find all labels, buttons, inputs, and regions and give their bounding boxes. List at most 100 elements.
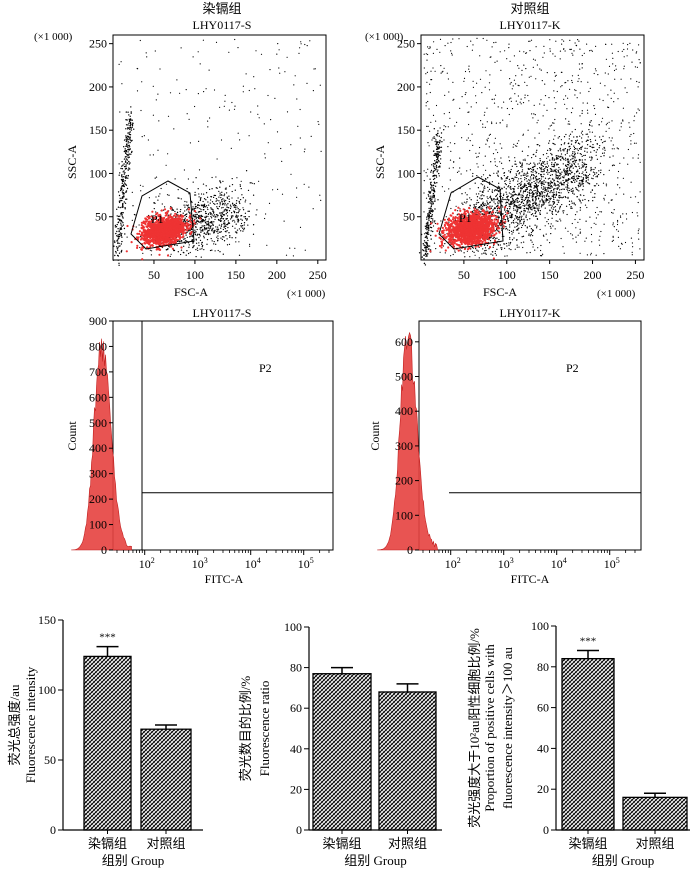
event-dot [447,42,449,44]
event-dot-gated [188,227,192,230]
event-dot [497,174,499,176]
event-dot [551,182,554,184]
event-dot [231,177,233,180]
event-dot [428,108,430,110]
event-dot [121,168,124,170]
event-dot [572,167,574,169]
event-dot [520,189,522,192]
event-dot [127,155,129,157]
event-dot-gated [155,248,158,251]
event-dot [473,205,475,207]
event-dot [118,262,120,264]
event-dot [207,223,209,225]
event-dot [207,201,209,203]
event-dot [202,200,204,203]
event-dot [198,193,200,195]
event-dot [120,228,123,230]
event-dot [554,72,556,74]
event-dot [439,139,441,142]
event-dot [526,195,528,197]
event-dot [528,200,531,202]
event-dot-gated [169,221,172,224]
event-dot [210,195,212,198]
event-dot [563,188,566,190]
event-dot [477,201,480,204]
event-dot [425,102,427,104]
event-dot [516,225,518,228]
event-dot-gated [167,217,170,220]
event-dot [118,242,120,245]
event-dot [613,226,615,228]
event-dot [224,204,226,206]
event-dot [537,190,539,193]
event-dot [532,198,534,200]
event-dot [554,75,557,77]
event-dot [121,249,123,251]
event-dot-gated [169,214,172,217]
event-dot [444,94,446,96]
x-tick-label: 150 [227,268,245,282]
event-dot [124,208,126,210]
event-dot [558,185,560,187]
event-dot [550,152,552,155]
event-dot [549,183,551,185]
event-dot [123,185,126,188]
event-dot [529,190,531,192]
event-dot [495,198,497,201]
event-dot [512,199,514,202]
event-dot [546,109,548,111]
event-dot [581,164,583,166]
event-dot [203,237,205,239]
x-scale-label: (×1 000) [287,288,326,300]
event-dot [590,191,592,193]
event-dot [294,75,296,77]
event-dot [235,202,238,204]
event-dot [489,205,491,207]
event-dot [212,232,215,234]
event-dot [577,184,580,187]
event-dot [544,207,546,209]
event-dot [428,218,430,220]
event-dot [508,248,510,250]
event-dot [126,187,129,190]
event-dot [463,252,465,254]
event-dot [619,129,621,131]
event-dot [543,169,545,171]
event-dot [554,185,557,187]
event-dot [506,208,509,210]
event-dot [576,148,578,150]
event-dot [184,240,187,242]
event-dot [460,250,463,252]
event-dot [230,147,232,149]
event-dot [535,199,537,201]
event-dot [581,110,583,112]
event-dot [511,215,513,217]
event-dot [216,229,218,231]
event-dot [122,206,124,208]
event-dot [204,221,207,223]
event-dot [472,250,474,252]
event-dot [566,188,568,190]
event-dot [551,217,553,219]
event-dot [173,128,175,130]
event-dot [120,224,122,226]
event-dot [564,147,567,150]
event-dot [244,201,246,203]
event-dot [197,216,200,218]
event-dot [206,224,208,226]
event-dot [594,193,596,195]
event-dot [198,140,200,142]
event-dot [195,217,197,219]
event-dot-gated [164,214,167,217]
event-dot [233,211,236,213]
event-dot [547,186,550,189]
event-dot [194,233,197,235]
event-dot [201,218,203,221]
event-dot [120,186,123,188]
event-dot [119,197,121,199]
event-dot-gated [175,214,178,217]
event-dot-gated [167,223,170,226]
event-dot [501,178,503,180]
event-dot [560,182,562,185]
event-dot [194,231,196,233]
